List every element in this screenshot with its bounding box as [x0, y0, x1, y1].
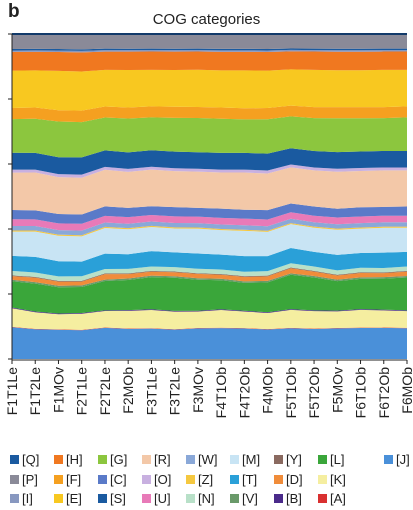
area-series-j: [12, 327, 407, 359]
x-tick-label: F6T2Ob: [376, 367, 392, 419]
area-series-b: [12, 307, 407, 315]
x-tick-label: F2T1Le: [74, 367, 90, 415]
x-tick-label: F4MOb: [260, 367, 276, 414]
area-series-l: [12, 274, 407, 314]
area-series-m: [12, 224, 407, 262]
x-tick-label: F5MOv: [329, 367, 345, 413]
area-series-y: [12, 267, 407, 282]
area-series-i: [12, 49, 407, 53]
area-series-k: [12, 308, 407, 330]
x-tick-label: F5T2Ob: [306, 367, 322, 419]
area-series-w: [12, 218, 407, 236]
x-tick-label: F4T1Ob: [213, 367, 229, 419]
area-series-d: [12, 268, 407, 286]
x-tick-label: F6T1Ob: [353, 367, 369, 419]
area-series-f: [12, 105, 407, 123]
area-series-r: [12, 167, 407, 215]
x-tick-label: F1T1Le: [4, 367, 20, 415]
area-series-v: [12, 273, 407, 288]
chart-title: COG categories: [152, 11, 261, 28]
x-tick-label: F6MOb: [399, 367, 413, 414]
area-series-u: [12, 212, 407, 231]
area-series-t: [12, 248, 407, 277]
x-tick-label: F5T1Ob: [283, 367, 299, 419]
area-series-e: [12, 69, 407, 111]
area-series-c: [12, 203, 407, 224]
x-tick-label: F2T2Le: [97, 367, 113, 415]
x-tick-label: F3T1Le: [143, 367, 159, 415]
x-tick-label: F4T2Ob: [236, 367, 252, 419]
x-tick-label: F3T2Le: [167, 367, 183, 415]
x-tick-label: F3MOv: [190, 367, 206, 413]
area-series-q: [12, 48, 407, 51]
panel-label: b: [8, 1, 20, 22]
area-series-o: [12, 164, 407, 178]
area-series-n: [12, 263, 407, 281]
area-series-s: [12, 148, 407, 175]
area-series-g: [12, 116, 407, 158]
area-series-p: [12, 34, 407, 50]
x-tick-label: F2MOb: [120, 367, 136, 414]
area-series-a: [12, 326, 407, 331]
area-series-z: [12, 223, 407, 237]
area-series-h: [12, 51, 407, 72]
x-tick-label: F1T2Le: [27, 367, 43, 415]
x-tick-label: F1MOv: [51, 367, 67, 413]
